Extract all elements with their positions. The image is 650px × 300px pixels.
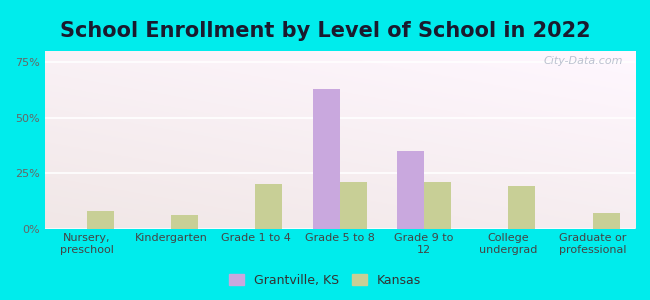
Bar	[313, 89, 340, 229]
Bar	[171, 215, 198, 229]
Bar	[87, 211, 114, 229]
Bar	[340, 182, 367, 229]
Bar	[508, 186, 536, 229]
Bar	[397, 151, 424, 229]
Text: City-Data.com: City-Data.com	[543, 56, 623, 66]
Bar	[593, 213, 620, 229]
Legend: Grantville, KS, Kansas: Grantville, KS, Kansas	[226, 270, 424, 291]
Text: School Enrollment by Level of School in 2022: School Enrollment by Level of School in …	[60, 21, 590, 41]
Bar	[424, 182, 451, 229]
Bar	[255, 184, 283, 229]
